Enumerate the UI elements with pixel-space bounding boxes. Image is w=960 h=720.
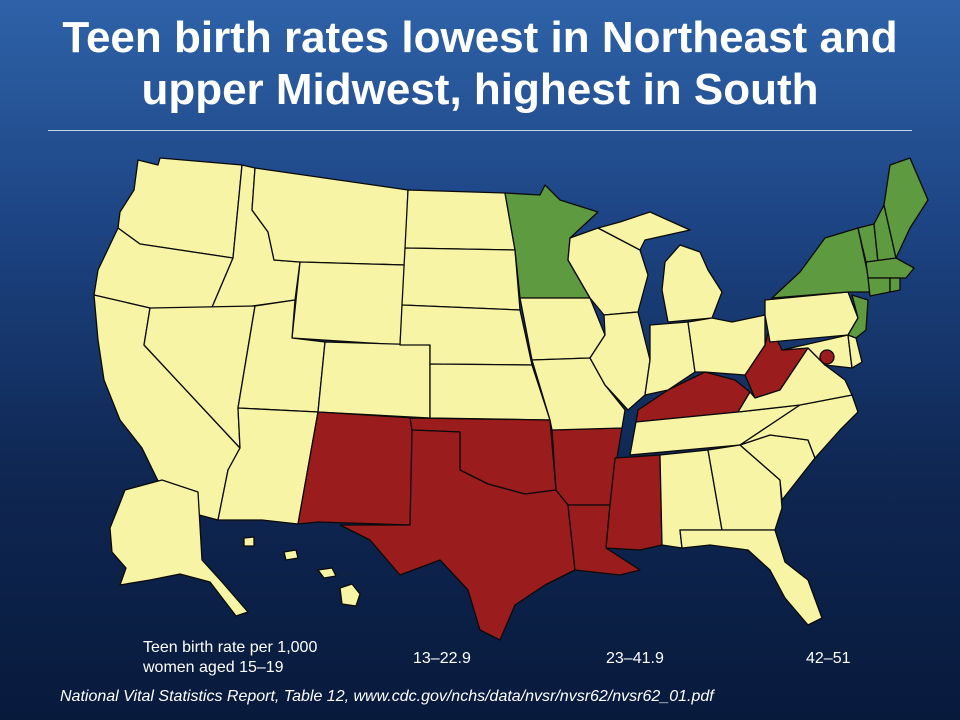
state-michigan-upper bbox=[597, 211, 691, 251]
state-alaska bbox=[109, 479, 249, 617]
legend-caption-line-1: Teen birth rate per 1,000 bbox=[143, 639, 318, 656]
state-pennsylvania bbox=[764, 291, 859, 343]
title-divider bbox=[48, 130, 912, 131]
district-of-columbia-marker bbox=[819, 349, 835, 365]
state-maryland bbox=[781, 334, 853, 369]
state-colorado bbox=[317, 341, 431, 419]
state-mississippi bbox=[605, 454, 663, 551]
source-citation: National Vital Statistics Report, Table … bbox=[60, 688, 714, 705]
state-new-jersey bbox=[847, 294, 869, 339]
state-massachusetts bbox=[865, 257, 915, 279]
legend-caption-line-2: women aged 15–19 bbox=[143, 659, 284, 676]
legend-swatch-low bbox=[355, 652, 405, 665]
legend-label-low: 13–22.9 bbox=[413, 650, 471, 667]
state-florida bbox=[679, 529, 823, 626]
state-north-dakota bbox=[404, 189, 516, 251]
state-rhode-island bbox=[889, 277, 901, 293]
slide-title: Teen birth rates lowest in Northeast and… bbox=[0, 12, 960, 116]
state-new-mexico bbox=[297, 411, 415, 526]
state-hawaii-main bbox=[339, 583, 361, 607]
state-wyoming bbox=[291, 261, 406, 346]
legend-swatch-mid bbox=[548, 652, 598, 665]
state-connecticut bbox=[867, 277, 891, 297]
state-montana bbox=[251, 167, 409, 266]
title-line-1: Teen birth rates lowest in Northeast and bbox=[62, 13, 898, 62]
state-iowa bbox=[519, 297, 606, 361]
state-hawaii-maui bbox=[317, 567, 337, 579]
legend-caption: Teen birth rate per 1,000 women aged 15–… bbox=[143, 638, 363, 678]
state-kansas bbox=[429, 363, 551, 421]
state-north-carolina bbox=[739, 394, 859, 459]
title-line-2: upper Midwest, highest in South bbox=[141, 65, 819, 114]
state-hawaii-oahu bbox=[283, 549, 299, 561]
state-south-dakota bbox=[401, 247, 521, 311]
legend-swatch-high bbox=[748, 652, 798, 665]
state-ohio bbox=[687, 314, 766, 376]
state-hawaii-kauai bbox=[243, 536, 255, 547]
legend-label-mid: 23–41.9 bbox=[606, 650, 664, 667]
state-new-york bbox=[771, 227, 871, 299]
state-michigan bbox=[661, 244, 723, 323]
legend-label-high: 42–51 bbox=[806, 650, 851, 667]
state-illinois bbox=[589, 311, 651, 411]
state-texas bbox=[339, 429, 576, 641]
